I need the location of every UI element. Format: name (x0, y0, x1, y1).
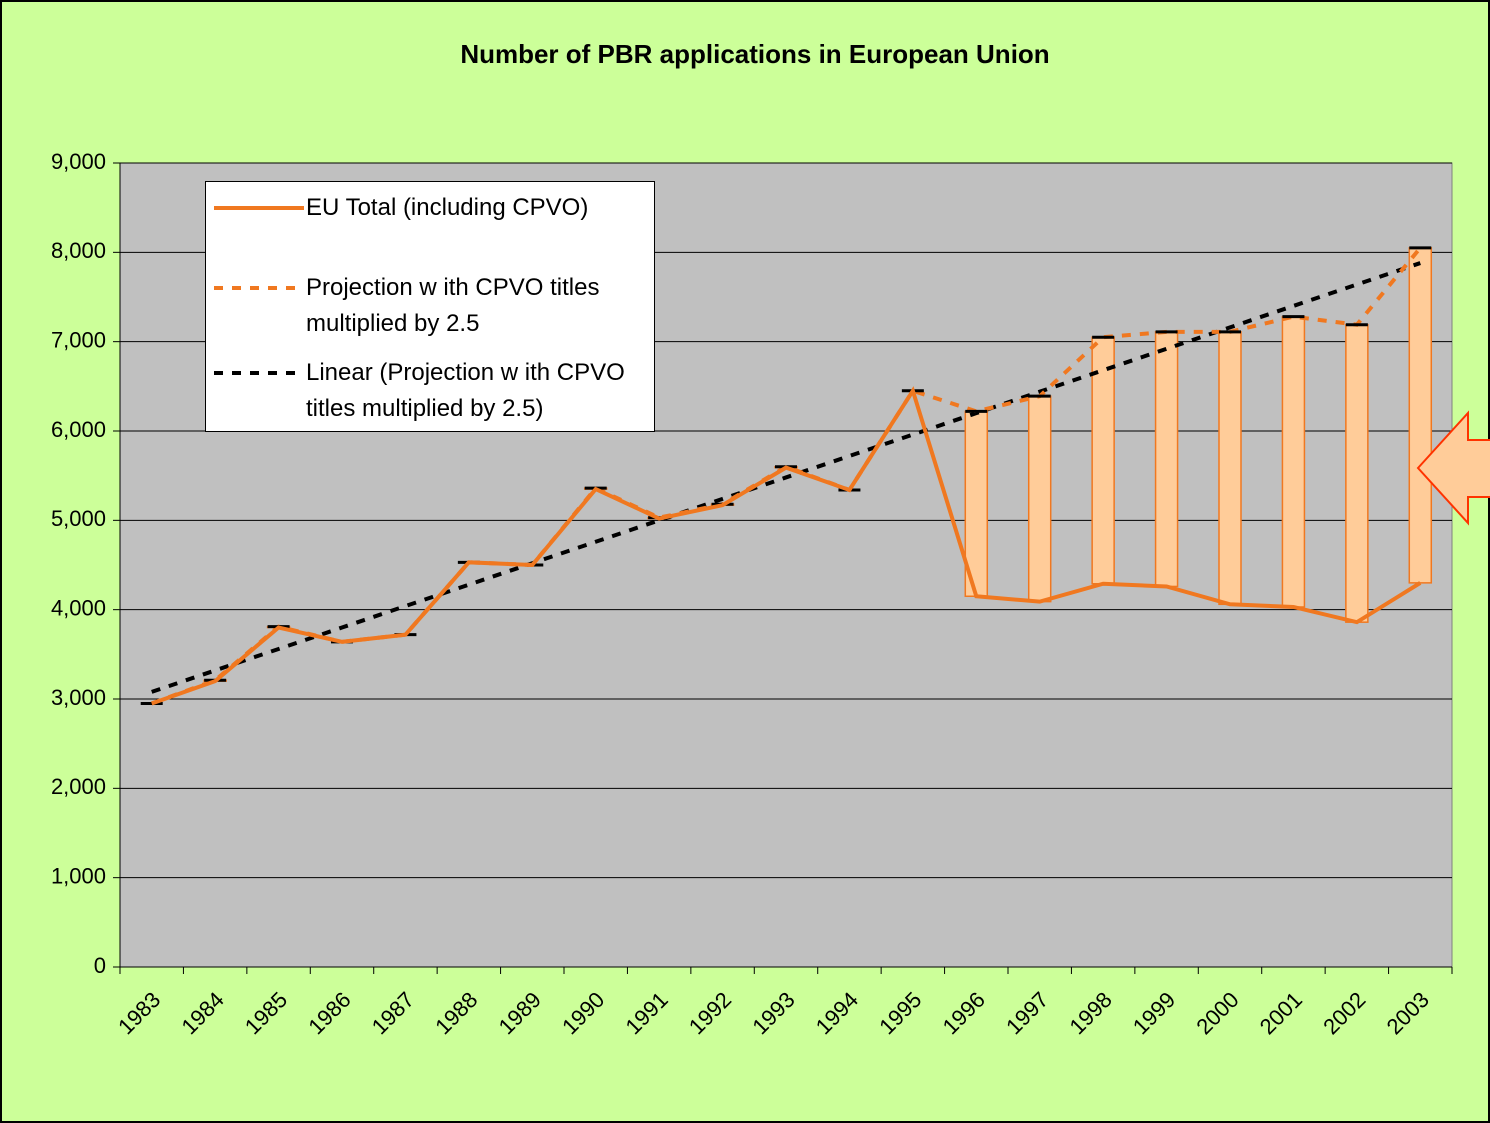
y-tick-label: 3,000 (51, 685, 106, 710)
range-bar (1027, 395, 1052, 603)
y-tick-label: 4,000 (51, 595, 106, 620)
legend-swatch (214, 286, 304, 290)
legend-entry: Linear (Projection w ith CPVO titles mul… (206, 355, 651, 427)
legend: EU Total (including CPVO) Projection w it… (205, 181, 655, 432)
y-tick-label: 8,000 (51, 238, 106, 263)
lines (140, 246, 1432, 706)
y-tick-label: 0 (94, 953, 106, 978)
legend-entry: EU Total (including CPVO) (206, 190, 651, 226)
y-tick-label: 2,000 (51, 774, 106, 799)
legend-swatch (214, 206, 304, 210)
arrow (1416, 410, 1490, 526)
range-bar (1281, 315, 1306, 608)
y-tick-label: 9,000 (51, 149, 106, 174)
y-tick-label: 1,000 (51, 863, 106, 888)
range-bar (1218, 331, 1242, 606)
legend-label: Linear (Projection w ith CPVO titles mul… (306, 359, 625, 422)
range-bar (1154, 331, 1179, 588)
legend-entry: Projection w ith CPVO titles multiplied … (206, 270, 651, 342)
bars (203, 247, 1433, 682)
range-bar (1345, 323, 1369, 623)
legend-label: Projection w ith CPVO titles multiplied … (306, 274, 600, 337)
range-bar (1408, 247, 1433, 584)
legend-swatch (214, 371, 304, 375)
y-tick-label: 7,000 (51, 327, 106, 352)
chart-title: Number of PBR applications in European U… (460, 39, 1049, 69)
line-series (151, 386, 1422, 706)
line-series (151, 261, 1421, 694)
legend-label: EU Total (including CPVO) (306, 194, 589, 221)
y-tick-label: 6,000 (51, 417, 106, 442)
y-tick-label: 5,000 (51, 506, 106, 531)
